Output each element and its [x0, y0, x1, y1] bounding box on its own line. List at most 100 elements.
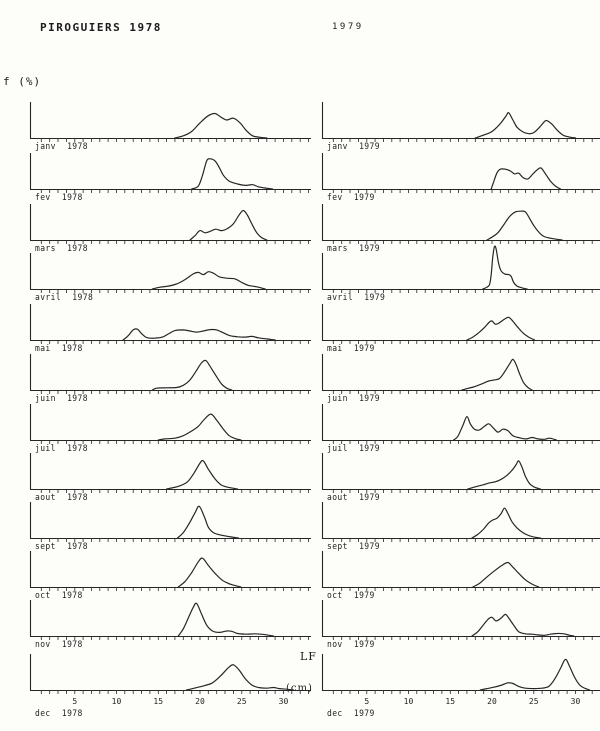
length-frequency-plot: [29, 102, 311, 142]
x-axis-ticks: [40, 240, 309, 244]
panel-juil-1979: juil 1979: [320, 396, 600, 454]
frequency-curve: [472, 561, 540, 588]
month-label: avril 1978: [35, 292, 94, 303]
panel-mai-1978: mai 1978: [28, 296, 320, 353]
panel-mai-1979: mai 1979: [320, 296, 600, 354]
frequency-curve: [186, 664, 295, 691]
figure-title-1979: 1979: [332, 22, 364, 32]
x-tick-label: 20: [195, 697, 205, 706]
x-axis-unit-label-lf: LF: [300, 650, 317, 663]
length-frequency-plot: [321, 304, 600, 344]
month-label: janv 1979: [327, 141, 380, 152]
panel-sept-1978: sept 1978: [28, 494, 320, 552]
month-label: mars 1979: [327, 243, 380, 254]
length-frequency-plot: [321, 153, 600, 193]
month-label: juil 1978: [35, 443, 88, 454]
x-axis-ticks: [40, 340, 309, 344]
frequency-curve: [474, 112, 577, 139]
frequency-curve: [174, 112, 268, 139]
month-label: nov 1979: [327, 639, 375, 650]
month-label: fev 1978: [35, 192, 83, 203]
x-axis-ticks: [40, 390, 309, 394]
month-label: dec 1979: [327, 708, 375, 719]
length-frequency-plot: [29, 654, 311, 694]
frequency-curve: [466, 316, 536, 341]
frequency-curve: [176, 505, 239, 539]
length-frequency-plot: [321, 102, 600, 142]
y-axis-unit-label: f (%): [3, 75, 42, 88]
month-label: nov 1978: [35, 639, 83, 650]
length-frequency-plot: [321, 654, 600, 694]
month-label: mars 1978: [35, 243, 88, 254]
x-axis-ticks: [40, 690, 309, 694]
x-tick-label: 20: [487, 697, 497, 706]
x-axis-ticks: [332, 240, 593, 244]
month-label: janv 1978: [35, 141, 88, 152]
panel-sept-1979: sept 1979: [320, 494, 600, 552]
x-tick-label: 10: [403, 697, 414, 706]
month-label: aout 1978: [35, 492, 88, 503]
panel-fev-1979: fev 1979: [320, 145, 600, 202]
length-frequency-plot: [321, 453, 600, 493]
frequency-curve: [490, 167, 562, 190]
x-axis-ticks: [40, 489, 309, 493]
panel-fev-1978: fev 1978: [28, 145, 320, 203]
length-frequency-plot: [321, 600, 600, 640]
length-frequency-plot: [29, 253, 311, 293]
month-label: juin 1978: [35, 393, 88, 404]
panel-dec-1979: 5 10 15 20 25 30 dec 1979: [320, 646, 600, 722]
panel-dec-1978: 5 10 15 20 25 30 dec 1978: [28, 646, 320, 722]
x-axis-ticks: [40, 538, 309, 542]
x-axis-ticks: [332, 538, 593, 542]
x-axis-ticks: [332, 289, 593, 293]
month-label: juil 1979: [327, 443, 380, 454]
month-label: mai 1979: [327, 343, 375, 354]
x-axis-ticks: [40, 138, 309, 142]
panel-oct-1979: oct 1979: [320, 543, 600, 601]
x-axis-ticks: [332, 587, 593, 591]
frequency-curve: [189, 209, 268, 241]
panel-avril-1978: avril 1978: [28, 245, 320, 303]
month-label: dec 1978: [35, 708, 83, 719]
panel-avril-1979: avril 1979: [320, 245, 600, 302]
length-frequency-plot: [29, 204, 311, 244]
x-tick-label: 5: [364, 697, 370, 706]
frequency-curve: [151, 271, 266, 290]
x-tick-label: 5: [72, 697, 78, 706]
length-frequency-plot: [29, 551, 311, 591]
x-axis-ticks: [332, 489, 593, 493]
panel-mars-1978: mars 1978: [28, 196, 320, 254]
x-tick-label: 15: [153, 697, 164, 706]
month-label: juin 1979: [327, 393, 380, 404]
month-label: sept 1978: [35, 541, 88, 552]
length-frequency-plot: [29, 354, 311, 394]
frequency-curve: [157, 413, 242, 441]
frequency-curve: [166, 459, 239, 490]
month-label: oct 1979: [327, 590, 375, 601]
panel-juin-1979: juin 1979: [320, 346, 600, 404]
panel-nov-1978: nov 1978: [28, 592, 320, 650]
frequency-curve: [151, 359, 233, 391]
length-frequency-plot: [29, 404, 311, 444]
x-tick-label: 30: [278, 697, 289, 706]
length-frequency-plot: [29, 502, 311, 542]
frequency-curve: [467, 460, 541, 490]
frequency-curve: [471, 613, 575, 637]
length-frequency-plot: [321, 354, 600, 394]
x-tick-label: 10: [111, 697, 122, 706]
x-axis-ticks: [332, 189, 593, 193]
x-axis-ticks: [40, 189, 309, 193]
frequency-curve: [177, 557, 242, 588]
x-axis-ticks: [40, 440, 309, 444]
frequency-curve: [122, 328, 276, 341]
month-label: sept 1979: [327, 541, 380, 552]
length-frequency-plot: [321, 551, 600, 591]
x-axis-ticks: [332, 440, 593, 444]
panel-janv-1979: janv 1979: [320, 94, 600, 152]
length-frequency-plot: [321, 204, 600, 244]
panel-oct-1978: oct 1978: [28, 543, 320, 600]
x-axis-unit-label-cm: (cm): [286, 683, 313, 694]
length-frequency-plot: [29, 453, 311, 493]
x-tick-label: 15: [445, 697, 456, 706]
